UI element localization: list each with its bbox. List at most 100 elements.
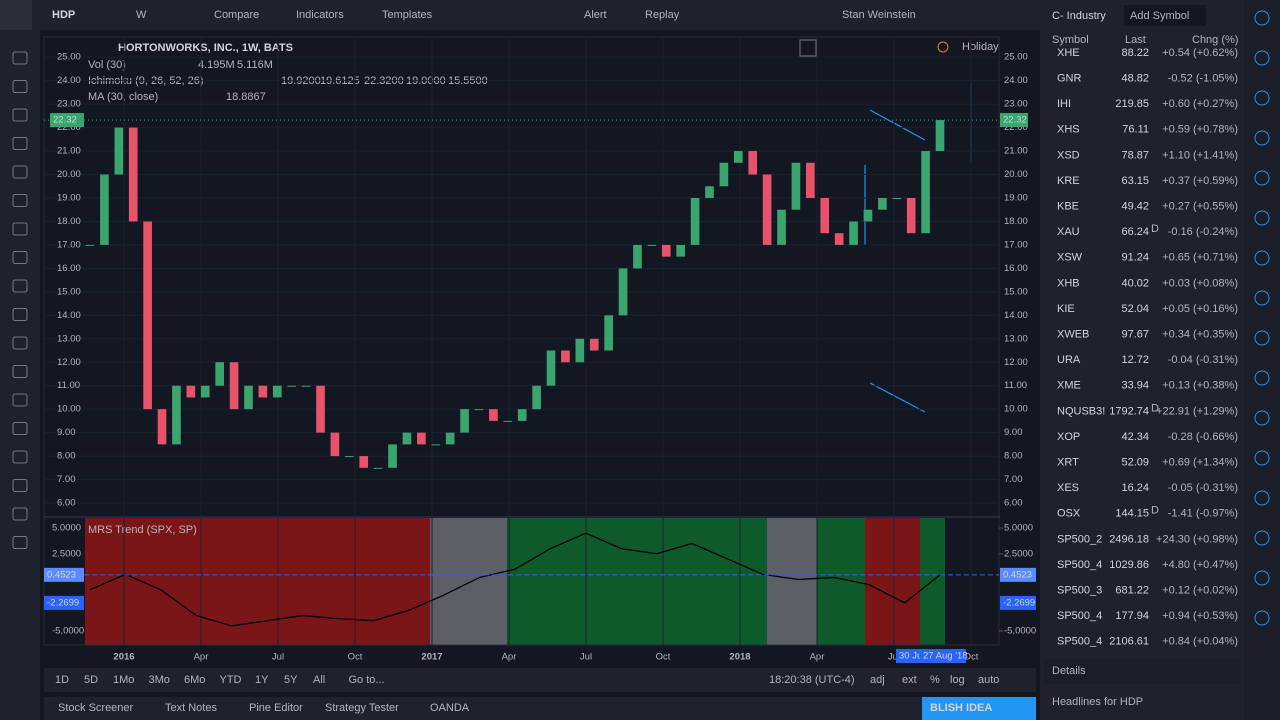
publish-button[interactable] (922, 697, 1036, 720)
tool-icon[interactable] (12, 108, 28, 122)
row-change[interactable]: +24.30 (+0.98%) (1156, 533, 1238, 545)
side-icon[interactable] (1254, 90, 1270, 106)
row-symbol[interactable]: KIE (1057, 303, 1075, 315)
row-change[interactable]: +0.69 (+1.34%) (1162, 457, 1238, 469)
side-icon[interactable] (1254, 450, 1270, 466)
row-change[interactable]: -0.52 (-1.05%) (1168, 73, 1238, 85)
row-last[interactable]: 1029.86 (1109, 559, 1149, 571)
side-icon[interactable] (1254, 50, 1270, 66)
row-last[interactable]: 76.11 (1122, 124, 1149, 136)
row-change[interactable]: +4.80 (+0.47%) (1162, 559, 1238, 571)
timeframe[interactable]: 6Mo (184, 674, 205, 686)
row-symbol[interactable]: OSX (1057, 508, 1081, 520)
side-icon[interactable] (1254, 330, 1270, 346)
timeframe[interactable]: Go to... (349, 674, 385, 686)
row-symbol[interactable]: XSD (1057, 149, 1080, 161)
row-symbol[interactable]: XOP (1057, 431, 1080, 443)
row-last[interactable]: 88.22 (1121, 47, 1149, 59)
side-icon[interactable] (1254, 250, 1270, 266)
row-change[interactable]: +0.65 (+0.71%) (1162, 252, 1238, 264)
replay[interactable]: Replay (645, 9, 680, 21)
row-change[interactable]: +0.03 (+0.08%) (1162, 277, 1238, 289)
row-symbol[interactable]: URA (1057, 354, 1081, 366)
templates[interactable]: Templates (382, 9, 433, 21)
layout-icon[interactable] (799, 39, 817, 57)
col-header[interactable]: Last (1125, 34, 1146, 46)
row-change[interactable]: +22.91 (+1.29%) (1156, 405, 1238, 417)
side-icon[interactable] (1254, 530, 1270, 546)
row-symbol[interactable]: XES (1057, 482, 1079, 494)
row-last[interactable]: 2106.61 (1109, 636, 1149, 648)
tool-icon[interactable] (12, 251, 28, 264)
row-symbol[interactable]: XWEB (1057, 329, 1089, 341)
row-change[interactable]: +1.10 (+1.41%) (1162, 149, 1238, 161)
row-change[interactable]: +0.13 (+0.38%) (1162, 380, 1238, 392)
row-last[interactable]: 219.85 (1115, 98, 1149, 110)
row-symbol[interactable]: XHB (1057, 277, 1080, 289)
row-last[interactable]: 144.15 (1115, 508, 1149, 520)
tool-icon[interactable] (12, 450, 28, 464)
add-symbol[interactable]: Add Symbol (1130, 10, 1189, 22)
row-change[interactable]: +0.84 (+0.04%) (1162, 636, 1238, 648)
row-last[interactable]: 66.24 (1121, 226, 1149, 238)
timeframe[interactable]: 3Mo (149, 674, 170, 686)
row-last[interactable]: 33.94 (1121, 380, 1149, 392)
row-symbol[interactable]: SP500_3 (1057, 585, 1102, 597)
side-icon[interactable] (1254, 490, 1270, 506)
row-last[interactable]: 52.09 (1121, 457, 1149, 469)
tool-icon[interactable] (12, 165, 28, 179)
row-symbol[interactable]: NQUSB3! (1057, 405, 1105, 417)
timeframe[interactable]: 5D (84, 674, 98, 686)
tool-icon[interactable] (12, 422, 28, 435)
bottom-tab[interactable]: Text Notes (165, 702, 217, 714)
tool-icon[interactable] (12, 536, 28, 549)
row-last[interactable]: 177.94 (1115, 610, 1149, 622)
tool-icon[interactable] (12, 479, 28, 492)
row-change[interactable]: -0.16 (-0.24%) (1168, 226, 1238, 238)
row-symbol[interactable]: XAU (1057, 226, 1080, 238)
side-icon[interactable] (1254, 410, 1270, 426)
tool-icon[interactable] (12, 308, 28, 321)
row-last[interactable]: 40.02 (1121, 277, 1149, 289)
headlines[interactable]: Headlines for HDP (1052, 696, 1143, 708)
tool-icon[interactable] (12, 393, 28, 407)
row-last[interactable]: 91.24 (1121, 252, 1149, 264)
row-last[interactable]: 49.42 (1121, 201, 1149, 213)
indicators[interactable]: Indicators (296, 9, 344, 21)
row-symbol[interactable]: SP500_2 (1057, 533, 1102, 545)
row-last[interactable]: 63.15 (1121, 175, 1149, 187)
bottom-tab[interactable]: Stock Screener (58, 702, 134, 714)
side-icon[interactable] (1254, 10, 1270, 26)
tool-icon[interactable] (12, 80, 28, 93)
tool-icon[interactable] (12, 279, 28, 293)
row-symbol[interactable]: XME (1057, 380, 1081, 392)
row-change[interactable]: -1.41 (-0.97%) (1168, 508, 1238, 520)
scale-option[interactable]: adj (870, 674, 885, 686)
row-last[interactable]: 48.82 (1121, 73, 1149, 85)
row-symbol[interactable]: XHS (1057, 124, 1080, 136)
row-symbol[interactable]: XSW (1057, 252, 1083, 264)
side-icon[interactable] (1254, 130, 1270, 146)
tool-icon[interactable] (12, 336, 28, 350)
publish-label[interactable]: BLISH IDEA (930, 702, 992, 714)
scale-option[interactable]: log (950, 674, 965, 686)
scale-option[interactable]: % (930, 674, 940, 686)
row-symbol[interactable]: IHI (1057, 98, 1071, 110)
side-icon[interactable] (1254, 170, 1270, 186)
tool-icon[interactable] (12, 51, 28, 65)
row-symbol[interactable]: KRE (1057, 175, 1080, 187)
row-last[interactable]: 1792.74 (1109, 405, 1149, 417)
side-icon[interactable] (1254, 570, 1270, 586)
add-symbol-box[interactable] (1124, 5, 1206, 26)
row-symbol[interactable]: SP500_4 (1057, 559, 1102, 571)
tool-icon[interactable] (12, 194, 28, 207)
alert[interactable]: Alert (584, 9, 607, 21)
layout-name[interactable]: Stan Weinstein (842, 9, 916, 21)
bottom-tab[interactable]: Strategy Tester (325, 702, 399, 714)
row-symbol[interactable]: SP500_4 (1057, 610, 1102, 622)
side-icon[interactable] (1254, 610, 1270, 626)
compare[interactable]: Compare (214, 9, 259, 21)
scale-option[interactable]: auto (978, 674, 999, 686)
row-symbol[interactable]: GNR (1057, 73, 1082, 85)
row-change[interactable]: -0.28 (-0.66%) (1168, 431, 1238, 443)
